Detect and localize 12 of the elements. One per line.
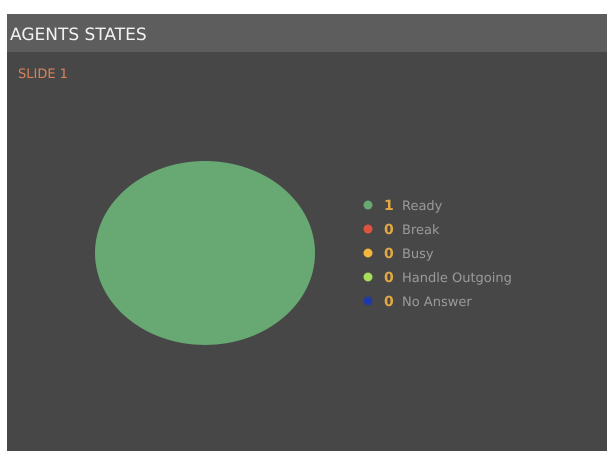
legend-label: Ready	[402, 199, 443, 214]
text: 0	[384, 222, 394, 238]
data-label: 1	[384, 198, 394, 214]
legend-label: Break	[402, 223, 440, 238]
legend-label: Busy	[402, 247, 434, 262]
text: 0	[384, 246, 394, 262]
text: 0	[384, 270, 394, 286]
legend-label: No Answer	[402, 295, 472, 310]
chart-subtitle: SLIDE 1	[18, 67, 68, 82]
chart-title: AGENTS STATES	[10, 25, 147, 45]
legend-label: Handle Outgoing	[402, 271, 512, 286]
text: 0	[384, 294, 394, 310]
